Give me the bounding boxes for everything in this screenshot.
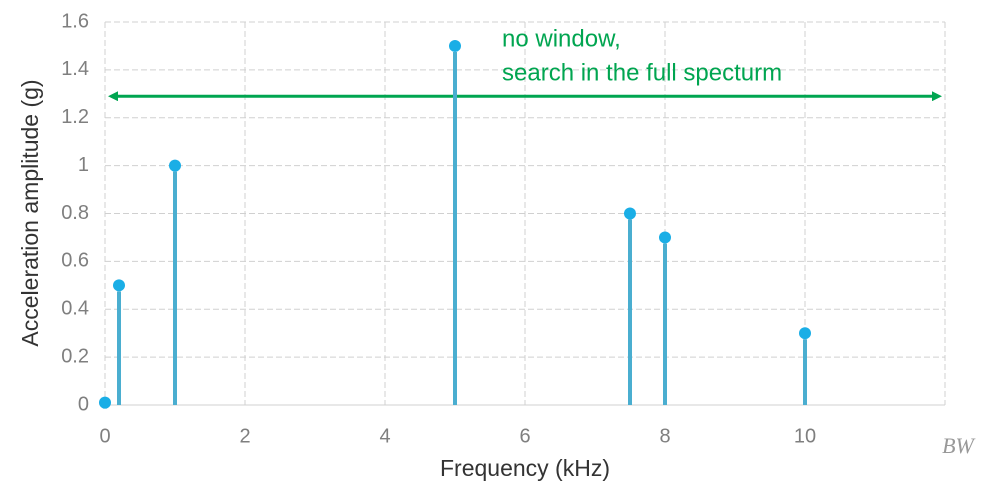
y-tick-label: 1 (78, 154, 89, 176)
y-tick-label: 0.2 (61, 345, 89, 367)
stem-marker (624, 207, 636, 220)
stem-marker (169, 159, 181, 172)
x-tick-label: 6 (519, 425, 530, 447)
annotation-text: search in the full specturm (502, 59, 782, 86)
y-tick-label: 0.4 (61, 298, 89, 320)
x-tick-label: 2 (239, 425, 250, 447)
corner-label: BW (942, 433, 975, 458)
stem-marker (113, 279, 125, 292)
annotation-text: no window, (502, 25, 621, 52)
x-tick-label: 10 (794, 425, 816, 447)
stem-marker (659, 231, 671, 244)
x-tick-label: 0 (99, 425, 110, 447)
x-tick-label: 8 (659, 425, 670, 447)
stem-marker (99, 396, 111, 409)
y-tick-label: 1.2 (61, 106, 89, 128)
x-axis-label: Frequency (kHz) (440, 455, 610, 481)
y-tick-label: 1.6 (61, 10, 89, 32)
y-tick-label: 0 (78, 393, 89, 415)
x-tick-label: 4 (379, 425, 390, 447)
stem-marker (449, 39, 461, 52)
stem-marker (799, 327, 811, 340)
y-tick-label: 0.6 (61, 250, 89, 272)
y-tick-label: 1.4 (61, 58, 89, 80)
y-tick-label: 0.8 (61, 202, 89, 224)
y-axis-label: Acceleration amplitude (g) (17, 79, 43, 346)
